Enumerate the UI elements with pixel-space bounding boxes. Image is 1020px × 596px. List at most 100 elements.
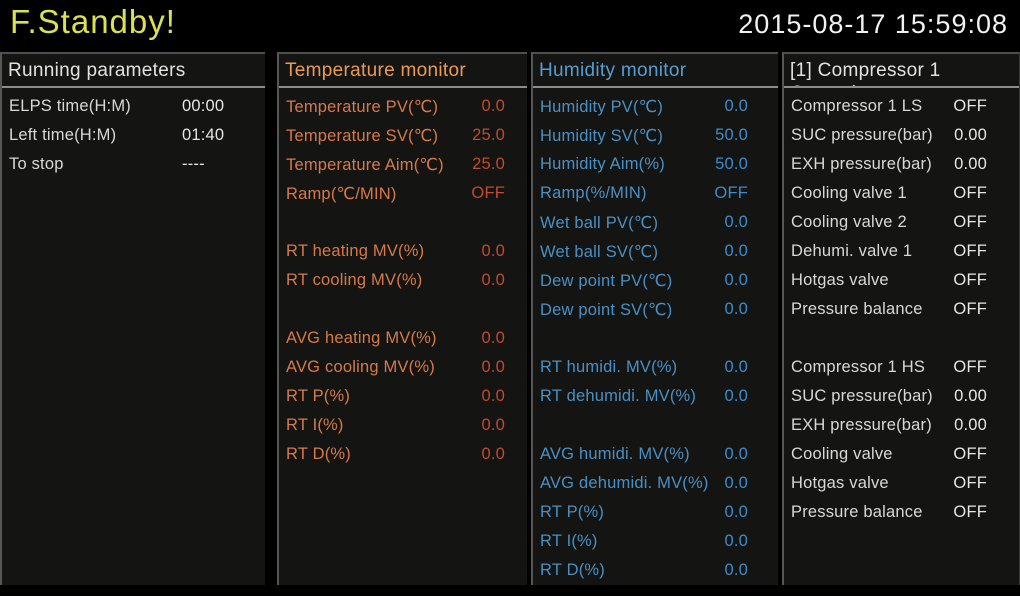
row-label: Humidity Aim(%) — [540, 155, 665, 173]
row-value: 0.00 — [954, 126, 987, 144]
row-value: ---- — [182, 155, 205, 173]
row-value: OFF — [953, 184, 987, 202]
parameter-row: RT I(%) 0.0 — [533, 527, 778, 556]
row-value: 0.0 — [724, 300, 748, 318]
row-label: RT D(%) — [286, 445, 351, 463]
panel-running-parameters: Running parameters ELPS time(H:M) 00:00 … — [0, 52, 265, 585]
parameter-row: Wet ball PV(℃) 0.0 — [533, 208, 778, 237]
row-value: 0.0 — [481, 445, 505, 463]
parameter-row: RT dehumidi. MV(%) 0.0 — [533, 382, 778, 411]
parameter-row: Cooling valve 1 OFF — [784, 179, 1019, 208]
parameter-row: Ramp(℃/MIN) OFF — [279, 179, 527, 208]
row-label: Compressor 1 HS — [791, 358, 926, 376]
parameter-row: Temperature Aim(℃) 25.0 — [279, 150, 527, 179]
parameter-row: Dehumi. valve 1 OFF — [784, 237, 1019, 266]
row-label: AVG dehumidi. MV(%) — [540, 474, 709, 492]
row-value: OFF — [953, 300, 987, 318]
parameter-row: Wet ball SV(℃) 0.0 — [533, 237, 778, 266]
row-value: 0.0 — [481, 416, 505, 434]
panel-header: [1] Compressor 1 Cascade — [784, 54, 1019, 88]
panel-title: [1] Compressor 1 — [790, 60, 941, 81]
row-label: ELPS time(H:M) — [9, 97, 131, 115]
parameter-row: AVG humidi. MV(%) 0.0 — [533, 440, 778, 469]
row-value: 00:00 — [182, 97, 225, 115]
parameter-row: To stop ---- — [2, 150, 265, 179]
row-label: EXH pressure(bar) — [791, 155, 932, 173]
parameter-row: Humidity Aim(%) 50.0 — [533, 150, 778, 179]
panel-header: Temperature monitor — [279, 54, 527, 88]
row-label: SUC pressure(bar) — [791, 126, 933, 144]
parameter-row: AVG cooling MV(%) 0.0 — [279, 353, 527, 382]
row-label: SUC pressure(bar) — [791, 387, 933, 405]
row-value: 0.0 — [481, 358, 505, 376]
panel-header: Humidity monitor — [533, 54, 778, 88]
row-label: AVG humidi. MV(%) — [540, 445, 690, 463]
parameter-row: RT heating MV(%) 0.0 — [279, 237, 527, 266]
parameter-row: Dew point SV(℃) 0.0 — [533, 295, 778, 324]
parameter-row: Cooling valve OFF — [784, 440, 1019, 469]
row-label: Hotgas valve — [791, 271, 889, 289]
parameter-row — [533, 411, 778, 440]
row-label: Cooling valve 1 — [791, 184, 907, 202]
parameter-row: RT I(%) 0.0 — [279, 411, 527, 440]
title-bar: F.Standby! 2015-08-17 15:59:08 — [0, 0, 1020, 52]
row-value: 0.0 — [481, 97, 505, 115]
row-value: 0.00 — [954, 416, 987, 434]
row-value: 0.0 — [724, 474, 748, 492]
row-value: 0.0 — [724, 213, 748, 231]
parameter-row: ELPS time(H:M) 00:00 — [2, 92, 265, 121]
row-label: Ramp(%/MIN) — [540, 184, 647, 202]
row-value: 01:40 — [182, 126, 225, 144]
row-label: RT I(%) — [540, 532, 598, 550]
parameter-row: Temperature SV(℃) 25.0 — [279, 121, 527, 150]
row-value: 25.0 — [472, 126, 505, 144]
row-label: RT cooling MV(%) — [286, 271, 423, 289]
row-label: Pressure balance — [791, 503, 923, 521]
row-label: Cooling valve 2 — [791, 213, 907, 231]
parameter-row: Left time(H:M) 01:40 — [2, 121, 265, 150]
row-value: 0.0 — [481, 271, 505, 289]
parameter-row: RT P(%) 0.0 — [279, 382, 527, 411]
row-label: Compressor 1 LS — [791, 97, 923, 115]
datetime-display: 2015-08-17 15:59:08 — [738, 9, 1008, 39]
row-label: Hotgas valve — [791, 474, 889, 492]
row-label: Wet ball SV(℃) — [540, 242, 659, 261]
panel-title: Temperature monitor — [285, 60, 466, 81]
row-label: Left time(H:M) — [9, 126, 117, 144]
row-value: 0.0 — [724, 445, 748, 463]
parameter-row — [533, 324, 778, 353]
parameter-row: Dew point PV(℃) 0.0 — [533, 266, 778, 295]
row-value: 0.0 — [724, 97, 748, 115]
row-value: OFF — [714, 184, 748, 202]
panel-rows: Humidity PV(℃) 0.0 Humidity SV(℃) 50.0 H… — [533, 88, 778, 585]
parameter-row — [279, 295, 527, 324]
parameter-row: EXH pressure(bar) 0.00 — [784, 150, 1019, 179]
row-value: 0.00 — [954, 387, 987, 405]
row-value: 0.0 — [481, 329, 505, 347]
row-value: OFF — [953, 358, 987, 376]
row-value: OFF — [953, 213, 987, 231]
parameter-row: RT P(%) 0.0 — [533, 498, 778, 527]
row-label: Temperature PV(℃) — [286, 97, 439, 116]
row-value: OFF — [953, 503, 987, 521]
parameter-row: EXH pressure(bar) 0.00 — [784, 411, 1019, 440]
row-value: 0.0 — [724, 358, 748, 376]
row-label: Wet ball PV(℃) — [540, 213, 659, 232]
row-value: OFF — [471, 184, 505, 202]
row-value: 0.0 — [724, 242, 748, 260]
parameter-row: AVG heating MV(%) 0.0 — [279, 324, 527, 353]
row-label: Dew point PV(℃) — [540, 271, 673, 290]
row-label: Cooling valve — [791, 445, 893, 463]
row-label: AVG cooling MV(%) — [286, 358, 435, 376]
parameter-row: AVG dehumidi. MV(%) 0.0 — [533, 469, 778, 498]
row-value: 25.0 — [472, 155, 505, 173]
panel-rows: ELPS time(H:M) 00:00 Left time(H:M) 01:4… — [2, 88, 265, 179]
row-label: RT humidi. MV(%) — [540, 358, 678, 376]
row-value: 0.0 — [481, 387, 505, 405]
parameter-row: SUC pressure(bar) 0.00 — [784, 121, 1019, 150]
panel-rows: Temperature PV(℃) 0.0 Temperature SV(℃) … — [279, 88, 527, 469]
panel-humidity-monitor: Humidity monitor Humidity PV(℃) 0.0 Humi… — [531, 52, 778, 585]
row-label: Ramp(℃/MIN) — [286, 184, 397, 203]
parameter-row: RT D(%) 0.0 — [533, 556, 778, 585]
parameter-row: Humidity PV(℃) 0.0 — [533, 92, 778, 121]
